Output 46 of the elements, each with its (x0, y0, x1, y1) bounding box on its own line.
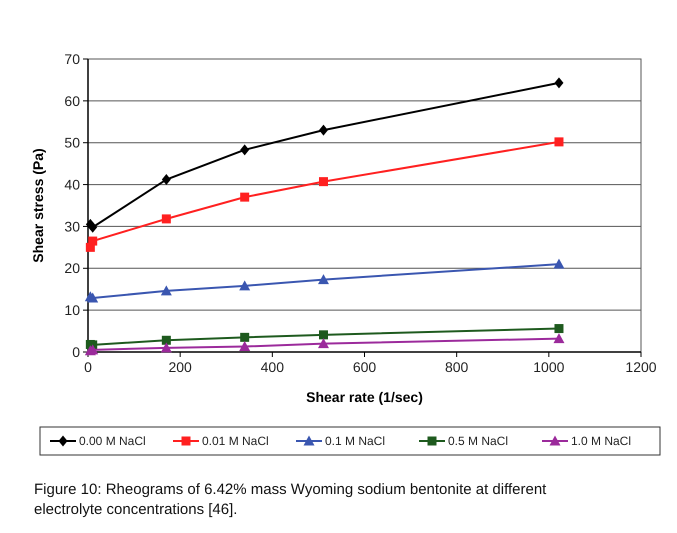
point (88, 236, 98, 246)
point (318, 274, 329, 284)
legend-label: 0.1 M NaCl (325, 434, 386, 448)
point (162, 174, 171, 186)
point (160, 285, 172, 296)
y-tick-label: 20 (64, 260, 80, 276)
point (88, 222, 98, 233)
point (553, 333, 564, 344)
y-tick-label: 10 (64, 302, 80, 318)
point (239, 341, 250, 352)
caption: Figure 10: Rheograms of 6.42% mass Wyoming sodium bentonite at different electrolyte concentrations [46]. (34, 481, 548, 518)
y-axis-title: Shear stress (Pa) (30, 148, 46, 263)
point (318, 177, 328, 186)
x-tick-label: 200 (168, 359, 192, 375)
point (240, 192, 250, 202)
point (554, 137, 564, 146)
point (162, 336, 171, 345)
point (240, 332, 250, 342)
y-tick-label: 70 (64, 50, 80, 67)
point (554, 77, 564, 88)
x-tick-label: 400 (260, 359, 284, 375)
point (318, 124, 328, 136)
point (554, 324, 564, 334)
x-tick-label: 1000 (533, 359, 565, 375)
x-tick-label: 1200 (625, 359, 657, 375)
point (318, 338, 329, 348)
point (162, 214, 171, 224)
point (239, 280, 250, 290)
x-tick-label: 0 (84, 359, 92, 375)
x-axis-title: Shear rate (1/sec) (306, 389, 423, 405)
y-tick-label: 30 (64, 218, 80, 234)
point (87, 292, 98, 303)
x-tick-label: 600 (352, 359, 376, 375)
point (160, 342, 172, 352)
legend-label: 1.0 M NaCl (571, 434, 632, 448)
legend-label: 0.01 M NaCl (202, 434, 269, 448)
y-tick-label: 50 (64, 134, 80, 151)
x-tick-label: 800 (444, 359, 469, 375)
point (240, 144, 250, 156)
point (553, 258, 564, 269)
y-tick-label: 40 (64, 176, 80, 192)
y-tick-label: 0 (72, 344, 80, 360)
legend-label: 0.00 M NaCl (79, 434, 146, 448)
point (318, 330, 328, 340)
y-tick-label: 60 (64, 92, 80, 109)
legend-label: 0.5 M NaCl (448, 434, 508, 448)
